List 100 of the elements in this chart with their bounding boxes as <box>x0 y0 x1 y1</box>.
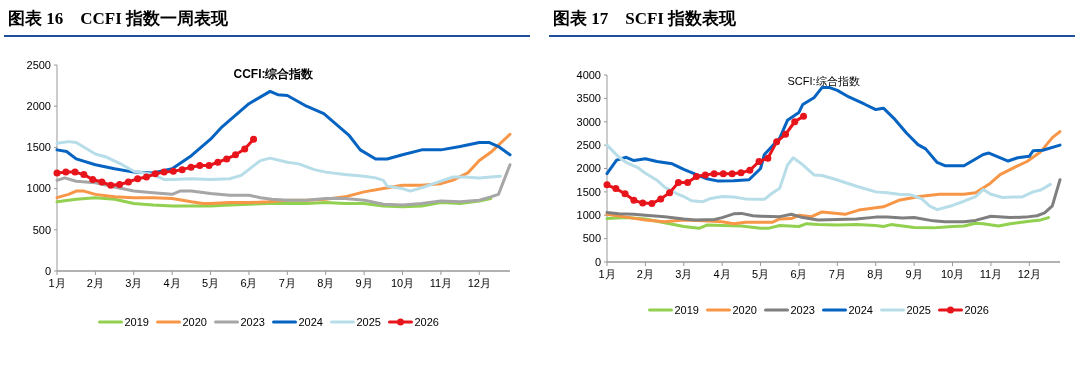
x-tick-label: 9月 <box>355 277 373 289</box>
point <box>746 166 754 174</box>
x-tick-label: 6月 <box>790 268 808 280</box>
legend-label: 2026 <box>964 303 989 316</box>
point <box>764 154 772 162</box>
legend-label: 2020 <box>732 303 757 316</box>
point <box>142 173 150 181</box>
point <box>666 189 674 197</box>
point <box>782 130 790 138</box>
point <box>657 195 665 203</box>
point <box>674 179 682 187</box>
x-tick-label: 8月 <box>317 277 335 289</box>
x-tick-label: 2月 <box>636 268 654 280</box>
point <box>205 162 213 170</box>
point <box>89 176 97 184</box>
point <box>648 200 656 208</box>
point <box>773 138 781 146</box>
point <box>603 181 611 189</box>
legend-label: 2024 <box>298 315 323 328</box>
y-tick-label: 1000 <box>26 182 51 195</box>
y-tick-label: 3000 <box>576 115 601 128</box>
x-tick-label: 10月 <box>390 277 415 289</box>
point <box>621 190 629 198</box>
point <box>98 178 106 186</box>
legend-label: 2025 <box>356 315 381 328</box>
point <box>612 185 620 193</box>
x-tick-label: 9月 <box>905 268 923 280</box>
x-tick-label: 10月 <box>940 268 965 280</box>
point <box>62 168 70 176</box>
legend-label: 2019 <box>674 303 699 316</box>
line-series <box>55 140 502 193</box>
point <box>800 112 808 120</box>
legend-label: 2025 <box>906 303 931 316</box>
point <box>160 168 168 176</box>
y-tick-label: 2500 <box>576 138 601 151</box>
point <box>684 179 692 187</box>
chart-title: 图表 16 CCFI 指数一周表现 <box>8 9 230 28</box>
point <box>701 171 709 179</box>
chart-title: 图表 17 SCFI 指数表现 <box>553 9 738 28</box>
x-tick-label: 7月 <box>278 277 296 289</box>
point <box>134 175 142 183</box>
chart-subtitle: CCFI:综合指数 <box>233 67 315 81</box>
x-tick-label: 12月 <box>467 277 491 289</box>
point <box>639 199 647 207</box>
line-series <box>605 143 1052 212</box>
legend-label: 2020 <box>182 315 207 328</box>
point <box>737 169 745 177</box>
point <box>241 145 249 153</box>
x-tick-label: 3月 <box>125 277 143 289</box>
point <box>178 166 186 174</box>
point <box>232 151 240 159</box>
y-tick-label: 1500 <box>26 141 51 154</box>
line-series <box>605 178 1062 224</box>
point <box>169 167 177 175</box>
point <box>196 162 204 170</box>
x-tick-label: 11月 <box>979 268 1003 280</box>
point <box>71 168 79 176</box>
x-tick-label: 5月 <box>202 277 220 289</box>
point <box>107 181 115 189</box>
legend-label: 2024 <box>848 303 873 316</box>
point <box>728 170 736 178</box>
x-tick-label: 6月 <box>240 277 258 289</box>
x-tick-label: 1月 <box>48 277 66 289</box>
point <box>53 169 61 177</box>
point <box>124 178 132 186</box>
y-tick-label: 4000 <box>576 68 601 81</box>
x-tick-label: 7月 <box>828 268 846 280</box>
point <box>223 155 231 163</box>
y-tick-label: 0 <box>594 255 601 268</box>
legend-label: 2019 <box>124 315 149 328</box>
x-tick-label: 4月 <box>163 277 181 289</box>
y-tick-label: 1500 <box>576 185 601 198</box>
point <box>630 196 638 204</box>
x-tick-label: 11月 <box>429 277 453 289</box>
legend-label: 2023 <box>790 303 815 316</box>
x-tick-label: 4月 <box>713 268 731 280</box>
point <box>791 118 799 126</box>
point <box>116 180 124 188</box>
line-series <box>55 163 512 207</box>
y-tick-label: 500 <box>32 223 51 236</box>
point <box>755 157 763 165</box>
x-tick-label: 12月 <box>1017 268 1041 280</box>
y-tick-label: 2500 <box>26 58 51 71</box>
x-tick-label: 8月 <box>867 268 885 280</box>
line-series <box>605 130 1062 226</box>
point <box>719 170 727 178</box>
point <box>214 158 222 166</box>
point <box>187 163 195 171</box>
x-tick-label: 5月 <box>752 268 770 280</box>
y-tick-label: 1000 <box>576 209 601 222</box>
point <box>692 172 700 180</box>
x-tick-label: 1月 <box>598 268 616 280</box>
x-tick-label: 3月 <box>675 268 693 280</box>
point <box>80 171 88 179</box>
point <box>710 170 718 178</box>
line-series <box>605 86 1062 183</box>
y-tick-label: 0 <box>44 264 51 277</box>
y-tick-label: 3500 <box>576 92 601 105</box>
x-tick-label: 2月 <box>86 277 104 289</box>
legend-label: 2023 <box>240 315 265 328</box>
